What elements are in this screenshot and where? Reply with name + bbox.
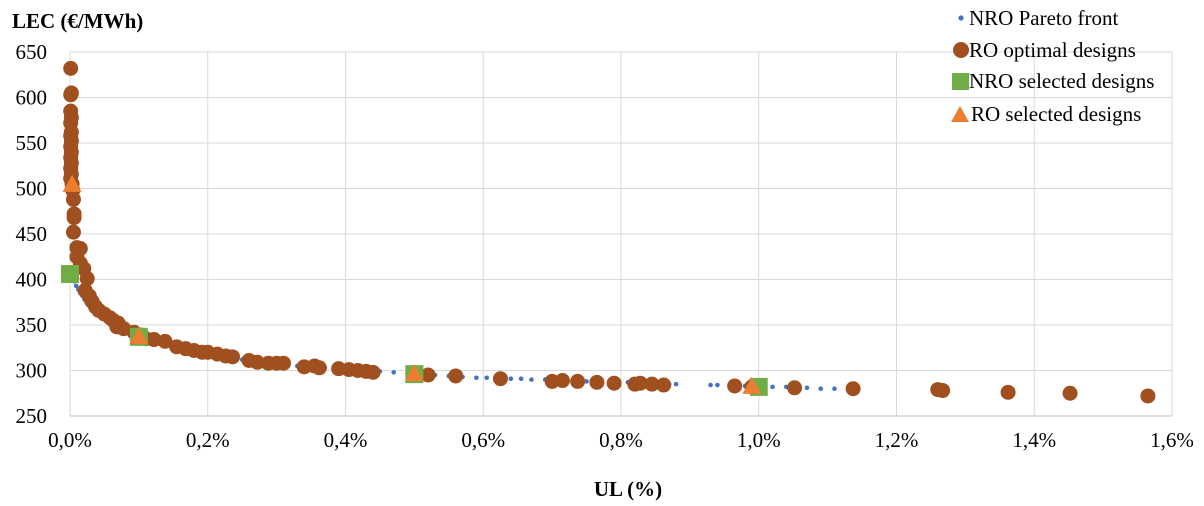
legend-item-ro-optimal-designs: RO optimal designs	[953, 38, 1136, 62]
y-tick-label: 600	[16, 86, 48, 110]
ro-selected-point	[129, 326, 149, 344]
ro-optimal-point	[492, 371, 508, 387]
y-tick-label: 550	[16, 131, 48, 155]
nro-pareto-point	[715, 382, 720, 388]
series-layer	[61, 60, 1156, 404]
nro-pareto-point	[484, 375, 489, 381]
ro-optimal-point	[63, 87, 79, 103]
nro-pareto-point	[832, 386, 837, 392]
ro-optimal-point	[644, 376, 660, 392]
legend-item-nro-selected-designs: NRO selected designs	[952, 69, 1154, 93]
y-tick-label: 400	[16, 268, 48, 292]
x-tick-label: 0,4%	[324, 428, 368, 452]
ro-selected-point	[62, 174, 82, 192]
y-tick-label: 500	[16, 177, 48, 201]
nro-pareto-point	[73, 283, 79, 289]
ro-optimal-point	[63, 60, 79, 76]
legend-marker-nro-pareto-front	[958, 15, 964, 21]
nro-pareto-point	[391, 370, 397, 375]
legend-item-nro-pareto-front: NRO Pareto front	[958, 6, 1118, 30]
ro-optimal-point	[589, 374, 605, 390]
legend-label-nro-pareto-front: NRO Pareto front	[969, 6, 1118, 30]
ro-optimal-point	[554, 373, 570, 389]
legend: NRO Pareto front RO optimal designs NRO …	[951, 6, 1154, 126]
nro-pareto-point	[708, 382, 713, 388]
ro-optimal-point	[311, 360, 327, 376]
y-tick-label: 300	[16, 359, 48, 383]
legend-label-nro-selected-designs: NRO selected designs	[969, 69, 1154, 93]
nro-selected-point	[61, 265, 79, 284]
nro-pareto-point	[508, 376, 514, 381]
nro-pareto-point	[818, 386, 824, 392]
ro-optimal-point	[727, 378, 743, 394]
ro-selected-point	[404, 364, 424, 382]
legend-marker-ro-selected-designs	[951, 106, 969, 122]
x-tick-label: 0,0%	[48, 428, 92, 452]
ro-optimal-point	[276, 355, 292, 371]
legend-marker-nro-selected-designs	[952, 73, 969, 90]
ro-optimal-point	[448, 368, 464, 384]
ro-optimal-point	[935, 383, 951, 399]
nro-pareto-point	[584, 379, 589, 384]
ro-optimal-point	[249, 354, 265, 370]
gridlines	[69, 51, 1173, 417]
x-tick-label: 1,4%	[1012, 428, 1056, 452]
ro-optimal-point	[146, 332, 162, 348]
ro-optimal-point	[632, 375, 648, 391]
y-tick-label: 350	[16, 313, 48, 337]
ro-selected-point	[742, 376, 762, 394]
ro-optimal-point	[1000, 384, 1016, 400]
x-tick-label: 0,8%	[599, 428, 643, 452]
y-tick-label: 450	[16, 222, 48, 246]
x-tick-label: 1,0%	[737, 428, 781, 452]
ro-optimal-point	[1062, 385, 1078, 401]
ro-optimal-point	[606, 375, 622, 391]
ro-optimal-point	[157, 333, 173, 349]
legend-label-ro-optimal-designs: RO optimal designs	[969, 38, 1136, 62]
y-axis-ticks: 250 300 350 400 450 500 550 600 650	[16, 40, 48, 428]
ro-optimal-point	[1140, 388, 1156, 404]
y-tick-label: 250	[16, 404, 48, 428]
ro-optimal-point	[65, 224, 81, 240]
series-1	[63, 60, 1156, 404]
ro-optimal-point	[845, 381, 861, 397]
x-tick-label: 0,2%	[186, 428, 230, 452]
x-tick-label: 0,6%	[461, 428, 505, 452]
ro-optimal-point	[65, 191, 81, 207]
nro-pareto-point	[770, 384, 775, 390]
x-tick-label: 1,2%	[875, 428, 919, 452]
nro-pareto-point	[529, 377, 534, 382]
x-axis-ticks: 0,0% 0,2% 0,4% 0,6% 0,8% 1,0% 1,2% 1,4% 1,6%	[48, 428, 1194, 452]
ro-optimal-point	[420, 367, 436, 383]
x-tick-label: 1,6%	[1150, 428, 1194, 452]
y-axis-title: LEC (€/MWh)	[12, 9, 143, 33]
legend-marker-ro-optimal-designs	[953, 42, 969, 58]
nro-pareto-point	[804, 385, 810, 391]
nro-pareto-point	[673, 381, 679, 387]
ro-optimal-point	[365, 364, 381, 380]
nro-pareto-point	[474, 375, 479, 381]
ro-optimal-point	[570, 373, 586, 389]
x-axis-title: UL (%)	[594, 477, 662, 501]
ro-optimal-point	[787, 380, 803, 396]
ro-optimal-point	[656, 377, 672, 393]
y-tick-label: 650	[16, 40, 48, 64]
nro-pareto-point	[518, 376, 524, 381]
legend-label-ro-selected-designs: RO selected designs	[971, 102, 1141, 126]
ro-optimal-point	[225, 349, 241, 365]
series-3	[62, 174, 762, 394]
ro-optimal-point	[66, 210, 82, 226]
ro-optimal-point	[79, 271, 95, 287]
legend-item-ro-selected-designs: RO selected designs	[951, 102, 1141, 126]
